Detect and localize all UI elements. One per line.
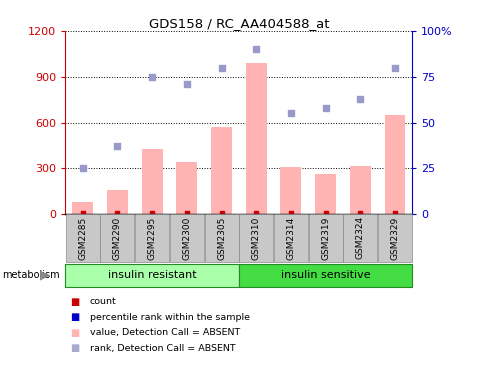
Text: ■: ■: [70, 312, 79, 322]
Bar: [204, 214, 238, 262]
Point: [113, 143, 121, 149]
Bar: [107, 190, 128, 214]
Bar: [100, 214, 134, 262]
Bar: [141, 149, 162, 214]
Bar: [239, 264, 411, 287]
Bar: [135, 214, 169, 262]
Bar: [280, 167, 301, 214]
Bar: [239, 214, 272, 262]
Bar: [343, 214, 377, 262]
Text: value, Detection Call = ABSENT: value, Detection Call = ABSENT: [90, 328, 240, 337]
Point: [321, 105, 329, 111]
Point: [287, 111, 294, 116]
Text: GSM2305: GSM2305: [216, 216, 226, 259]
Bar: [169, 214, 203, 262]
Bar: [308, 214, 342, 262]
Point: [79, 165, 87, 171]
Text: percentile rank within the sample: percentile rank within the sample: [90, 313, 249, 322]
Point: [356, 96, 363, 102]
Text: GSM2310: GSM2310: [251, 216, 260, 259]
Text: GSM2285: GSM2285: [78, 216, 87, 259]
Text: insulin resistant: insulin resistant: [107, 270, 196, 280]
Point: [182, 81, 190, 87]
Bar: [384, 115, 405, 214]
Bar: [211, 127, 231, 214]
Text: metabolism: metabolism: [2, 270, 60, 280]
Point: [217, 65, 225, 71]
Bar: [65, 264, 239, 287]
Point: [252, 46, 259, 52]
Text: GSM2314: GSM2314: [286, 216, 295, 259]
Bar: [66, 214, 100, 262]
Text: ■: ■: [70, 343, 79, 353]
Bar: [377, 214, 411, 262]
Bar: [315, 174, 335, 214]
Text: insulin sensitive: insulin sensitive: [280, 270, 370, 280]
Title: GDS158 / RC_AA404588_at: GDS158 / RC_AA404588_at: [148, 17, 329, 30]
Bar: [72, 202, 93, 214]
Text: ■: ■: [70, 328, 79, 338]
Text: GSM2290: GSM2290: [113, 216, 122, 259]
Text: count: count: [90, 298, 116, 306]
Bar: [176, 162, 197, 214]
Bar: [245, 63, 266, 214]
Text: GSM2319: GSM2319: [320, 216, 330, 259]
Text: ▶: ▶: [40, 269, 49, 282]
Bar: [273, 214, 307, 262]
Text: GSM2295: GSM2295: [147, 216, 156, 259]
Text: GSM2329: GSM2329: [390, 216, 399, 259]
Text: ■: ■: [70, 297, 79, 307]
Text: rank, Detection Call = ABSENT: rank, Detection Call = ABSENT: [90, 344, 235, 352]
Text: GSM2300: GSM2300: [182, 216, 191, 259]
Point: [148, 74, 156, 80]
Text: GSM2324: GSM2324: [355, 216, 364, 259]
Point: [390, 65, 398, 71]
Bar: [349, 166, 370, 214]
